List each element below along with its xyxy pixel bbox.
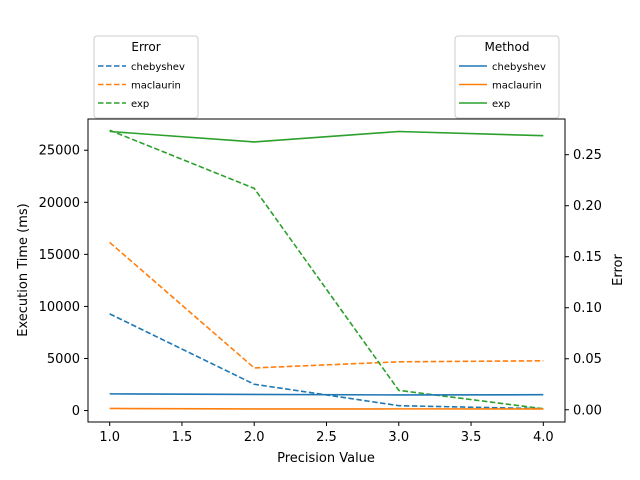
y-left-tick-label: 20000 [39, 196, 80, 211]
x-tick-label: 4.0 [533, 430, 554, 445]
y-left-tick-label: 0 [72, 404, 80, 419]
legend-entry-exp: exp [131, 99, 149, 110]
legend-frame [454, 35, 560, 119]
legend-entry-exp: exp [492, 99, 510, 110]
x-tick-label: 3.0 [388, 430, 409, 445]
legend-entry-maclaurin: maclaurin [131, 81, 181, 92]
x-tick-label: 2.5 [316, 430, 337, 445]
y-right-tick-label: 0.10 [573, 301, 602, 316]
x-axis-title: Precision Value [277, 451, 375, 466]
plot-area [87, 118, 566, 423]
legend-title: Method [484, 40, 529, 54]
series-lines [109, 129, 544, 410]
x-tick-label: 1.0 [99, 430, 120, 445]
x-tick-label: 3.5 [461, 430, 482, 445]
legend-entry-maclaurin: maclaurin [492, 81, 542, 92]
error-exp-line [109, 129, 544, 410]
y-right-tick-label: 0.25 [573, 148, 602, 163]
legend-error: Error chebyshev maclaurin exp [93, 35, 199, 119]
x-tick-label: 2.0 [244, 430, 265, 445]
legend-method: Method chebyshev maclaurin exp [454, 35, 560, 119]
y-left-tick-label: 25000 [39, 144, 80, 159]
legend-title: Error [131, 40, 160, 54]
y-axis-left-title: Execution Time (ms) [16, 203, 31, 336]
time-exp-line [109, 130, 544, 143]
x-tick-label: 1.5 [172, 430, 193, 445]
y-axis-right: 0.00 0.05 0.10 0.15 0.20 0.25 [565, 148, 602, 418]
y-right-tick-label: 0.20 [573, 199, 602, 214]
y-left-tick-label: 10000 [39, 300, 80, 315]
y-right-tick-label: 0.00 [573, 403, 602, 418]
y-axis-left: 0 5000 10000 15000 20000 25000 [39, 144, 88, 419]
legend-entry-chebyshev: chebyshev [492, 62, 546, 73]
y-left-tick-label: 15000 [39, 248, 80, 263]
time-maclaurin-line [109, 407, 544, 410]
error-maclaurin-line [109, 241, 544, 369]
x-axis: 1.0 1.5 2.0 2.5 3.0 3.5 4.0 [99, 422, 554, 445]
y-right-tick-label: 0.05 [573, 352, 602, 367]
legend-frame [93, 35, 199, 119]
y-right-tick-label: 0.15 [573, 250, 602, 265]
legend-entry-chebyshev: chebyshev [131, 62, 185, 73]
time-chebyshev-line [109, 393, 544, 396]
y-axis-right-title: Error [611, 254, 626, 286]
y-left-tick-label: 5000 [47, 352, 80, 367]
